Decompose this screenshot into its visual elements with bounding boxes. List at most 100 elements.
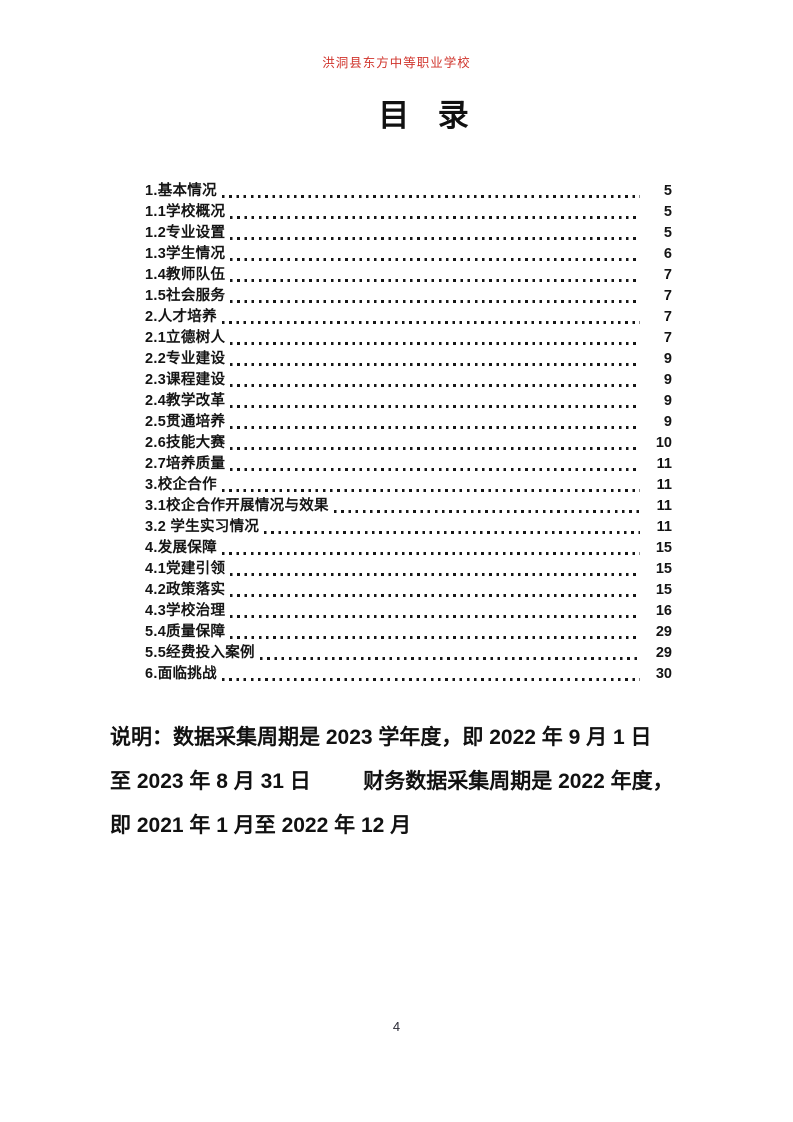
footer-page-number: 4 xyxy=(392,1019,401,1034)
toc-entry-label: 2.4教学改革 xyxy=(145,393,226,409)
toc-dot-leader xyxy=(230,446,640,450)
toc-entry-page-number: 5 xyxy=(663,183,672,199)
toc-entry-label: 4.2政策落实 xyxy=(145,582,226,598)
toc-entry-label: 1.1学校概况 xyxy=(145,204,226,220)
toc-entry[interactable]: 2.人才培养 7 xyxy=(145,307,672,328)
toc-entry[interactable]: 2.6技能大赛 10 xyxy=(145,433,672,454)
toc-dot-leader xyxy=(221,488,640,492)
document-header-school-name: 洪洞县东方中等职业学校 xyxy=(322,56,471,70)
toc-dot-leader xyxy=(333,509,640,513)
toc-entry[interactable]: 1.4教师队伍 7 xyxy=(145,265,672,286)
toc-entry[interactable]: 1.基本情况 5 xyxy=(145,181,672,202)
toc-entry-label: 4.3学校治理 xyxy=(145,603,226,619)
toc-entry-page-number: 11 xyxy=(656,519,672,535)
toc-dot-leader xyxy=(264,530,640,534)
toc-dot-leader xyxy=(221,677,640,681)
toc-entry-page-number: 10 xyxy=(655,435,672,451)
table-of-contents: 1.基本情况 5 1.1学校概况 5 1.2专业设置 5 1.3学生情况 6 1… xyxy=(145,181,672,685)
toc-entry[interactable]: 2.4教学改革 9 xyxy=(145,391,672,412)
toc-entry[interactable]: 4.1党建引领 15 xyxy=(145,559,672,580)
toc-entry[interactable]: 5.5经费投入案例 29 xyxy=(145,643,672,664)
note-line-3: 即 2021 年 1 月至 2022 年 12 月 xyxy=(110,814,412,837)
page-title: 目 录 xyxy=(378,98,469,133)
toc-entry[interactable]: 4.2政策落实 15 xyxy=(145,580,672,601)
toc-dot-leader xyxy=(230,341,640,345)
toc-entry[interactable]: 5.4质量保障 29 xyxy=(145,622,672,643)
toc-dot-leader xyxy=(230,362,640,366)
toc-dot-leader xyxy=(221,551,640,555)
toc-dot-leader xyxy=(230,614,640,618)
toc-entry-page-number: 15 xyxy=(655,561,672,577)
toc-entry-page-number: 5 xyxy=(663,225,672,241)
toc-dot-leader xyxy=(230,404,640,408)
toc-entry-label: 4.1党建引领 xyxy=(145,561,226,577)
toc-entry-label: 1.4教师队伍 xyxy=(145,267,226,283)
toc-entry-label: 1.2专业设置 xyxy=(145,225,226,241)
toc-entry-label: 2.2专业建设 xyxy=(145,351,226,367)
toc-entry-page-number: 29 xyxy=(655,645,672,661)
toc-entry[interactable]: 1.2专业设置 5 xyxy=(145,223,672,244)
note-line-1: 说明：数据采集周期是 2023 学年度，即 2022 年 9 月 1 日 xyxy=(110,726,652,749)
toc-dot-leader xyxy=(230,299,640,303)
toc-dot-leader xyxy=(230,593,640,597)
toc-dot-leader xyxy=(230,425,640,429)
toc-entry-label: 1.3学生情况 xyxy=(145,246,226,262)
toc-dot-leader xyxy=(221,320,640,324)
toc-entry-label: 6.面临挑战 xyxy=(145,666,217,682)
toc-entry[interactable]: 1.5社会服务 7 xyxy=(145,286,672,307)
toc-entry-label: 2.5贯通培养 xyxy=(145,414,226,430)
toc-entry-label: 3.2 学生实习情况 xyxy=(145,519,260,535)
toc-entry-page-number: 16 xyxy=(655,603,672,619)
toc-entry-page-number: 9 xyxy=(663,393,672,409)
toc-entry-label: 4.发展保障 xyxy=(145,540,217,556)
toc-entry[interactable]: 4.发展保障 15 xyxy=(145,538,672,559)
toc-entry[interactable]: 2.7培养质量 11 xyxy=(145,454,672,475)
toc-entry-label: 2.7培养质量 xyxy=(145,456,226,472)
toc-entry-page-number: 15 xyxy=(655,540,672,556)
toc-entry[interactable]: 2.5贯通培养 9 xyxy=(145,412,672,433)
toc-entry-label: 2.人才培养 xyxy=(145,309,217,325)
toc-entry[interactable]: 2.3课程建设 9 xyxy=(145,370,672,391)
toc-entry-label: 2.1立德树人 xyxy=(145,330,226,346)
toc-entry[interactable]: 3.2 学生实习情况 11 xyxy=(145,517,672,538)
toc-dot-leader xyxy=(221,194,640,198)
toc-entry-page-number: 9 xyxy=(663,351,672,367)
toc-entry-page-number: 9 xyxy=(663,414,672,430)
toc-dot-leader xyxy=(259,656,640,660)
toc-entry-label: 1.5社会服务 xyxy=(145,288,226,304)
toc-entry-page-number: 29 xyxy=(655,624,672,640)
toc-entry-label: 5.5经费投入案例 xyxy=(145,645,255,661)
toc-dot-leader xyxy=(230,278,640,282)
toc-entry-page-number: 9 xyxy=(663,372,672,388)
toc-entry-label: 3.校企合作 xyxy=(145,477,217,493)
toc-dot-leader xyxy=(230,215,640,219)
toc-entry-page-number: 5 xyxy=(663,204,672,220)
toc-entry-label: 2.3课程建设 xyxy=(145,372,226,388)
data-collection-note: 说明：数据采集周期是 2023 学年度，即 2022 年 9 月 1 日 至 2… xyxy=(110,716,730,848)
toc-dot-leader xyxy=(230,236,640,240)
toc-dot-leader xyxy=(230,572,640,576)
toc-dot-leader xyxy=(230,257,640,261)
toc-entry-page-number: 7 xyxy=(663,330,672,346)
toc-entry[interactable]: 1.1学校概况 5 xyxy=(145,202,672,223)
toc-entry-label: 3.1校企合作开展情况与效果 xyxy=(145,498,329,514)
toc-entry-label: 2.6技能大赛 xyxy=(145,435,226,451)
toc-entry[interactable]: 3.校企合作 11 xyxy=(145,475,672,496)
toc-entry[interactable]: 4.3学校治理 16 xyxy=(145,601,672,622)
toc-entry-label: 5.4质量保障 xyxy=(145,624,226,640)
toc-entry-page-number: 15 xyxy=(655,582,672,598)
note-line-2: 至 2023 年 8 月 31 日 财务数据采集周期是 2022 年度， xyxy=(110,770,674,793)
toc-entry-page-number: 11 xyxy=(656,477,672,493)
toc-entry[interactable]: 1.3学生情况 6 xyxy=(145,244,672,265)
toc-entry-label: 1.基本情况 xyxy=(145,183,217,199)
toc-entry-page-number: 6 xyxy=(663,246,672,262)
toc-dot-leader xyxy=(230,635,640,639)
toc-entry[interactable]: 3.1校企合作开展情况与效果 11 xyxy=(145,496,672,517)
toc-dot-leader xyxy=(230,467,640,471)
toc-entry[interactable]: 2.1立德树人 7 xyxy=(145,328,672,349)
toc-entry-page-number: 7 xyxy=(663,309,672,325)
toc-entry[interactable]: 6.面临挑战 30 xyxy=(145,664,672,685)
toc-entry-page-number: 7 xyxy=(663,267,672,283)
toc-entry[interactable]: 2.2专业建设 9 xyxy=(145,349,672,370)
toc-dot-leader xyxy=(230,383,640,387)
